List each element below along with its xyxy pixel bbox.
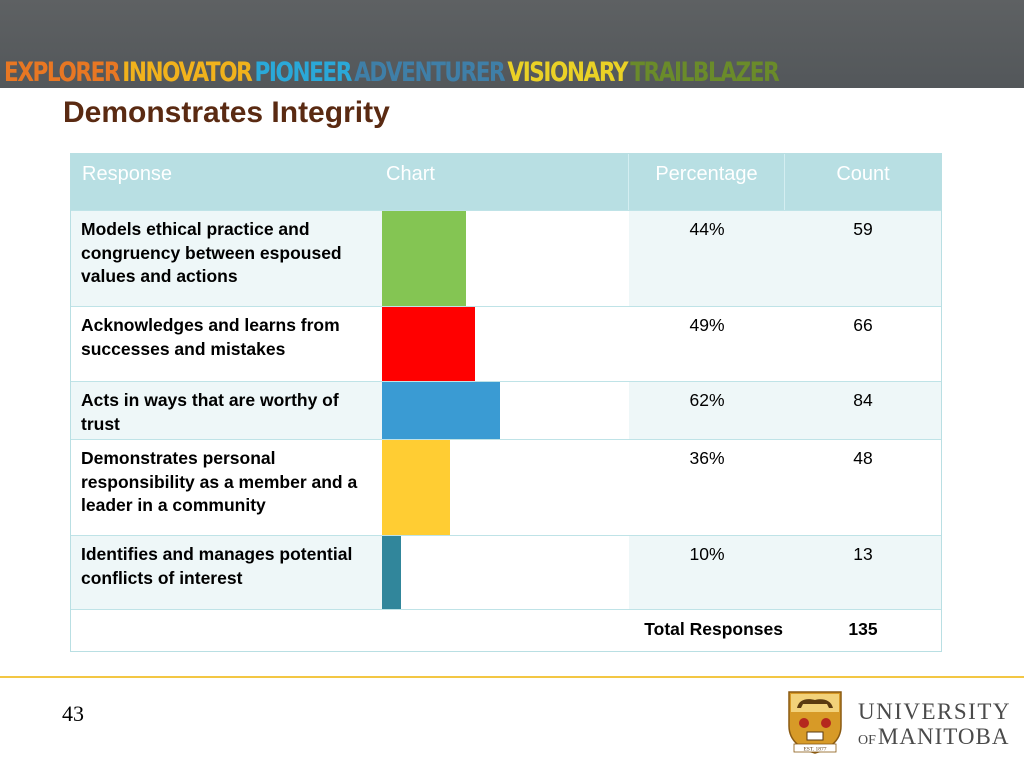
table-row: Acts in ways that are worthy of trust 62%… [71, 381, 941, 439]
banner-wordmark: EXPLORER INNOVATOR PIONEER ADVENTURER VISION… [4, 56, 781, 90]
count-value: 48 [853, 448, 873, 468]
header-percentage: Percentage [629, 154, 785, 210]
total-responses-label: Total Responses [644, 619, 783, 639]
percentage-value: 36% [689, 448, 725, 468]
banner-word-trailblazer: TRAILBLAZER [630, 57, 779, 88]
university-line2: OFMANITOBA [858, 724, 1011, 753]
table-row: Acknowledges and learns from successes a… [71, 306, 941, 381]
response-bar [382, 536, 401, 609]
table-header-row: Response Chart Percentage Count [71, 154, 941, 210]
response-label: Identifies and manages potential conflic… [81, 544, 353, 588]
count-value: 66 [853, 315, 873, 335]
university-manitoba: MANITOBA [877, 724, 1010, 749]
response-bar [382, 307, 475, 381]
percentage-value: 49% [689, 315, 725, 335]
percentage-value: 44% [689, 219, 725, 239]
response-bar [382, 211, 466, 306]
table-body: Models ethical practice and congruency b… [71, 210, 941, 609]
response-bar [382, 382, 500, 439]
response-label: Acts in ways that are worthy of trust [81, 390, 339, 434]
slide-title: Demonstrates Integrity [63, 96, 390, 129]
banner-word-visionary: VISIONARY [507, 57, 628, 88]
banner-word-adventurer: ADVENTURER [354, 57, 506, 88]
percentage-value: 10% [689, 544, 725, 564]
banner-word-pioneer: PIONEER [254, 57, 353, 88]
results-table: Response Chart Percentage Count Models e… [70, 153, 942, 652]
response-label: Models ethical practice and congruency b… [81, 219, 342, 286]
page-number: 43 [62, 701, 84, 726]
table-row: Models ethical practice and congruency b… [71, 210, 941, 306]
response-label: Demonstrates personal responsibility as … [81, 448, 358, 515]
header-chart: Chart [382, 154, 629, 210]
banner-word-innovator: INNOVATOR [122, 57, 252, 88]
chart-cell [382, 382, 629, 439]
university-wordmark: UNIVERSITY OFMANITOBA [858, 699, 1011, 753]
count-value: 13 [853, 544, 873, 564]
banner-word-explorer: EXPLORER [4, 57, 121, 88]
top-banner: EXPLORER INNOVATOR PIONEER ADVENTURER VISION… [0, 0, 1024, 88]
university-of: OF [858, 733, 876, 748]
table-row: Demonstrates personal responsibility as … [71, 439, 941, 535]
footer-divider [0, 676, 1024, 678]
chart-cell [382, 211, 629, 306]
response-bar [382, 440, 450, 535]
response-label: Acknowledges and learns from successes a… [81, 315, 340, 359]
header-count: Count [836, 163, 890, 185]
header-response: Response [82, 163, 173, 185]
count-value: 84 [853, 390, 873, 410]
chart-cell [382, 307, 629, 381]
percentage-value: 62% [689, 390, 725, 410]
chart-cell [382, 536, 629, 609]
total-responses-value: 135 [848, 619, 878, 639]
count-value: 59 [853, 219, 873, 239]
university-crest-icon: EST. 1877 [788, 691, 842, 754]
crest-motto: EST. 1877 [803, 747, 826, 753]
university-line1: UNIVERSITY [858, 699, 1011, 724]
chart-cell [382, 440, 629, 535]
total-row: Total Responses 135 [71, 609, 941, 651]
table-row: Identifies and manages potential conflic… [71, 535, 941, 609]
